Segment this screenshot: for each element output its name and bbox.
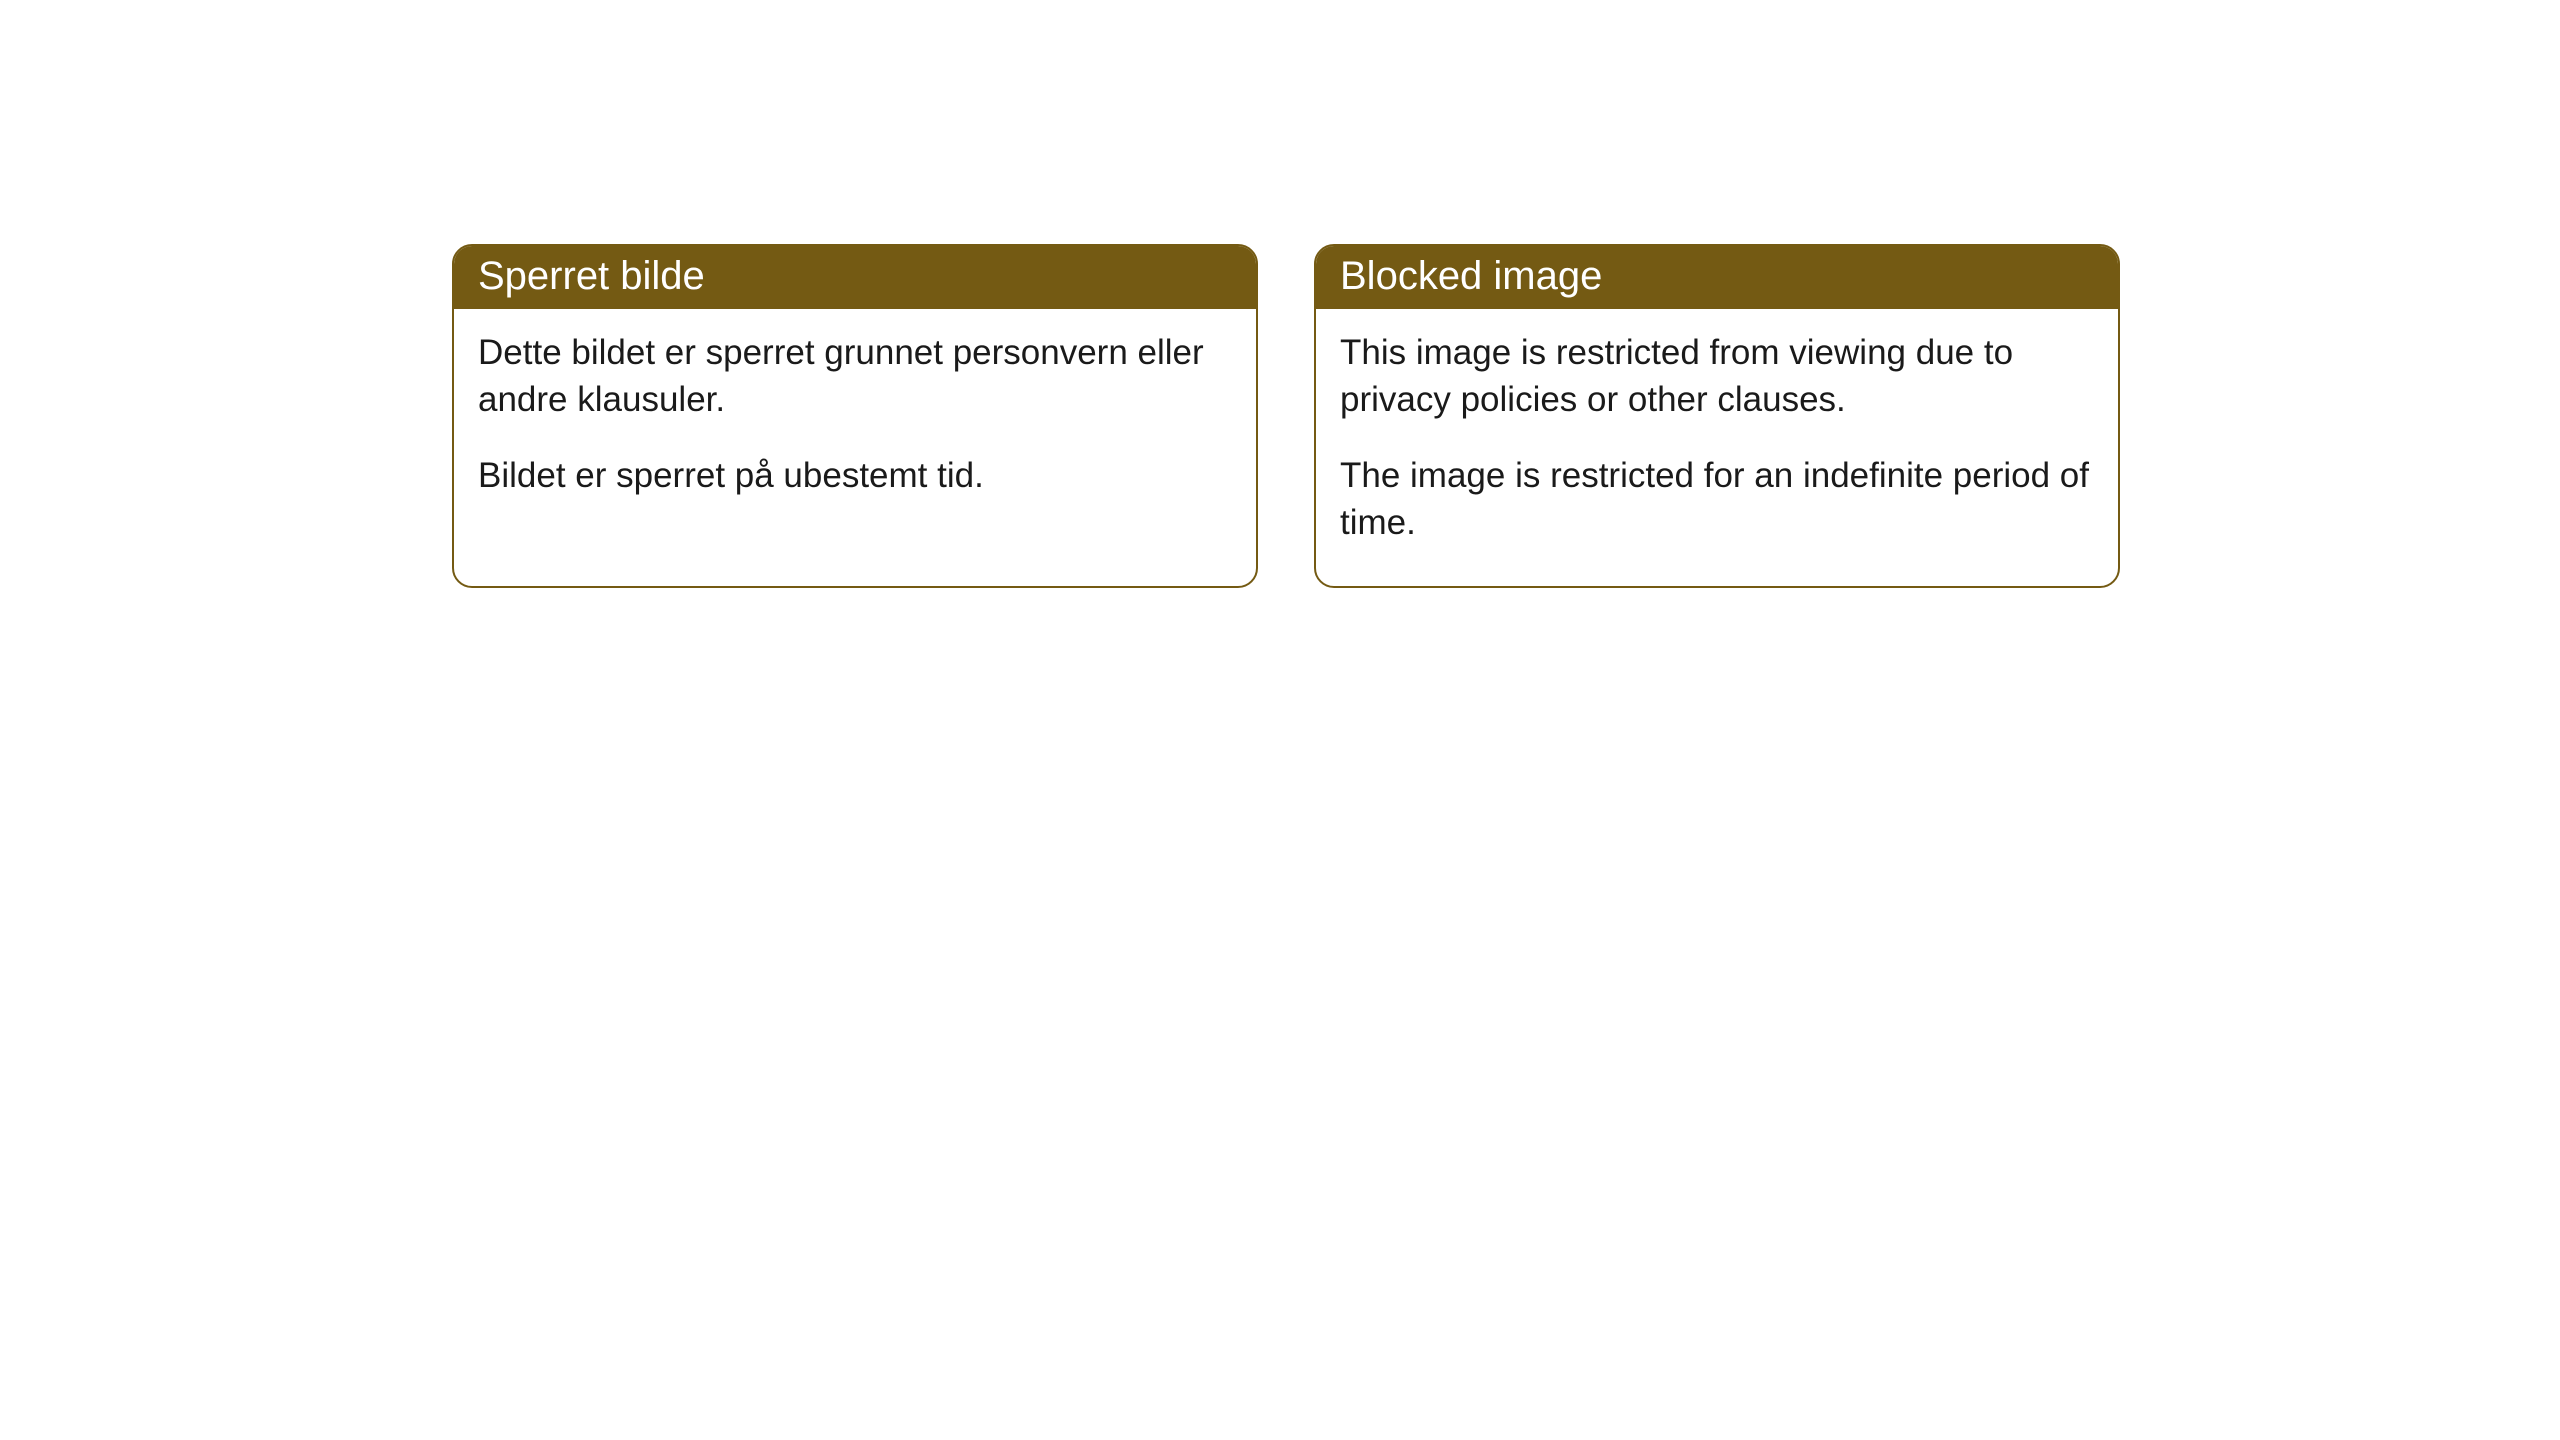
card-body-no: Dette bildet er sperret grunnet personve…: [454, 309, 1256, 539]
notice-cards-container: Sperret bilde Dette bildet er sperret gr…: [452, 244, 2120, 588]
card-body-en: This image is restricted from viewing du…: [1316, 309, 2118, 586]
card-paragraph-2-en: The image is restricted for an indefinit…: [1340, 452, 2094, 547]
card-paragraph-2-no: Bildet er sperret på ubestemt tid.: [478, 452, 1232, 499]
blocked-image-card-no: Sperret bilde Dette bildet er sperret gr…: [452, 244, 1258, 588]
blocked-image-card-en: Blocked image This image is restricted f…: [1314, 244, 2120, 588]
card-paragraph-1-en: This image is restricted from viewing du…: [1340, 329, 2094, 424]
card-header-no: Sperret bilde: [454, 246, 1256, 309]
card-paragraph-1-no: Dette bildet er sperret grunnet personve…: [478, 329, 1232, 424]
card-header-en: Blocked image: [1316, 246, 2118, 309]
